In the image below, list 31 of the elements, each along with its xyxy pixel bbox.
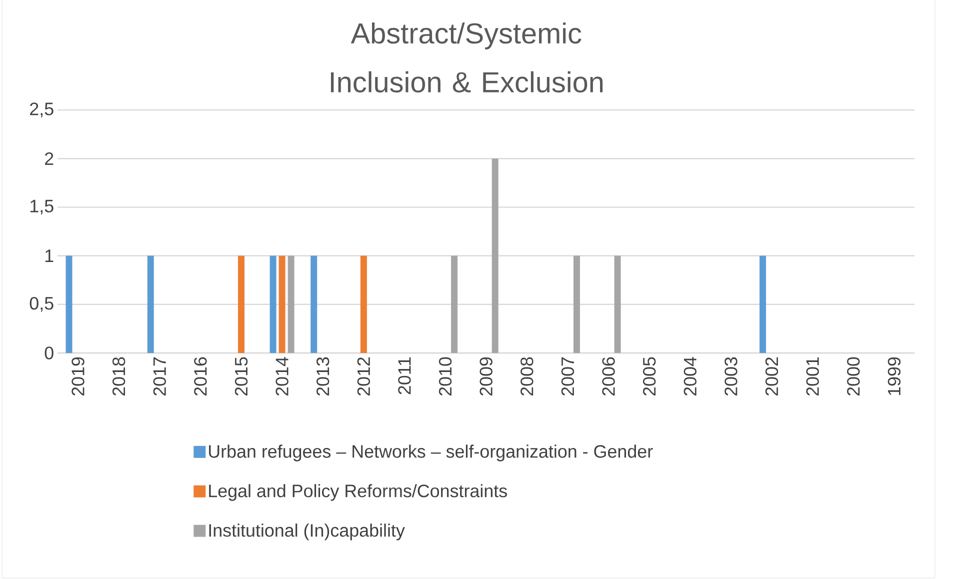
x-tick-label: 2017 (153, 357, 166, 396)
x-tick-label: 2012 (357, 357, 370, 396)
x-tick-label: 2006 (602, 357, 615, 396)
x-tick-label: 2005 (642, 357, 656, 396)
x-tick-label: 1999 (888, 357, 901, 396)
y-tick-label: 0,5 (30, 296, 54, 312)
x-tick-label: 2000 (847, 357, 860, 396)
y-tick-label: 2,5 (30, 102, 54, 118)
chart-title: Abstract/Systemic Inclusion & Exclusion (330, 22, 603, 92)
x-tick-label: 2010 (438, 357, 452, 396)
x-tick-label: 2009 (480, 357, 492, 396)
x-tick-label: 2002 (765, 357, 778, 396)
x-tick-label: 2007 (561, 357, 574, 396)
legend-label: Legal and Policy Reforms/Constraints (209, 484, 507, 501)
legend-label: Urban refugees – Networks – self-organization - Gender (209, 444, 653, 462)
x-tick-label: 2013 (316, 357, 330, 396)
x-tick-label: 2015 (234, 357, 248, 396)
x-tick-label: 2004 (684, 357, 696, 396)
y-tick-label: 0 (44, 346, 54, 360)
y-tick-label: 2 (45, 152, 54, 165)
x-tick-label: 2019 (72, 357, 84, 396)
x-tick-label: 2011 (398, 357, 411, 394)
x-tick-label: 2008 (520, 357, 534, 396)
x-tick-label: 2003 (724, 357, 738, 396)
y-tick-label: 1 (45, 250, 54, 262)
x-tick-label: 2014 (276, 357, 288, 396)
x-tick-label: 2016 (194, 357, 207, 396)
x-tick-label: 2018 (112, 357, 126, 396)
x-tick-label: 2001 (806, 357, 819, 396)
y-tick-label: 1,5 (30, 200, 54, 215)
legend-label: Institutional (In)capability (209, 524, 405, 540)
